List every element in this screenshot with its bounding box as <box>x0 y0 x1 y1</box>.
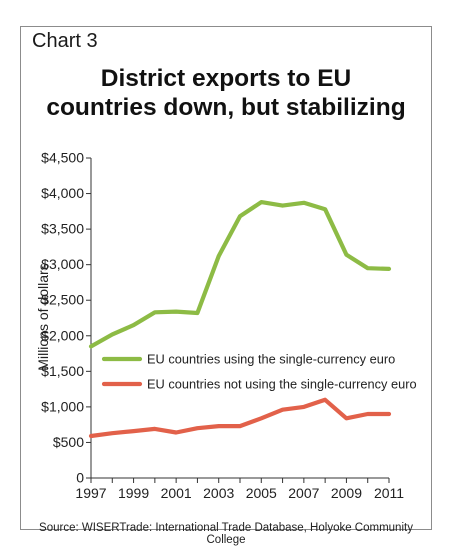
x-tick-label: 2011 <box>374 485 404 501</box>
y-tick-label: $2,500 <box>41 292 84 308</box>
chart-frame <box>20 26 432 530</box>
y-tick-label: $3,000 <box>41 256 84 272</box>
y-tick-label: $3,500 <box>41 221 84 237</box>
euro-series-line <box>88 200 392 349</box>
chart-title-line-1: District exports to EU <box>100 65 352 92</box>
x-tick-label: 2005 <box>246 485 277 501</box>
non-euro-series-line <box>88 397 392 439</box>
legend-label: EU countries using the single-currency e… <box>147 352 395 367</box>
x-tick-label: 2009 <box>331 485 362 501</box>
chart-legend: EU countries using the single-currency e… <box>101 352 417 392</box>
x-tick-label: 2001 <box>161 485 192 501</box>
chart-series <box>88 200 392 439</box>
y-axis-label: Millions of dollars <box>35 263 51 370</box>
y-tick-label: $4,000 <box>41 185 84 201</box>
chart-title: District exports to EU countries down, b… <box>20 64 432 122</box>
x-tick-label: 1997 <box>75 485 106 501</box>
x-tick-label: 2007 <box>288 485 319 501</box>
y-tick-label: 0 <box>76 470 84 486</box>
chart-title-line-2: countries down, but stabilizing <box>46 94 406 121</box>
y-tick-label: $2,000 <box>41 327 84 343</box>
x-tick-label: 1999 <box>118 485 149 501</box>
chart-number-label: Chart 3 <box>32 30 98 52</box>
y-tick-label: $500 <box>53 434 84 450</box>
y-tick-label: $1,500 <box>41 363 84 379</box>
x-tick-label: 2003 <box>203 485 234 501</box>
y-tick-label: $1,000 <box>41 398 84 414</box>
source-note: Source: WISERTrade: International Trade … <box>39 522 413 546</box>
chart-axes: 0 $500 $1,000 $1,500 $2,000 $2,500 $3,000 $3,50… <box>41 150 404 502</box>
y-tick-label: $4,500 <box>41 150 84 166</box>
legend-label: EU countries not using the single-curren… <box>147 377 417 392</box>
